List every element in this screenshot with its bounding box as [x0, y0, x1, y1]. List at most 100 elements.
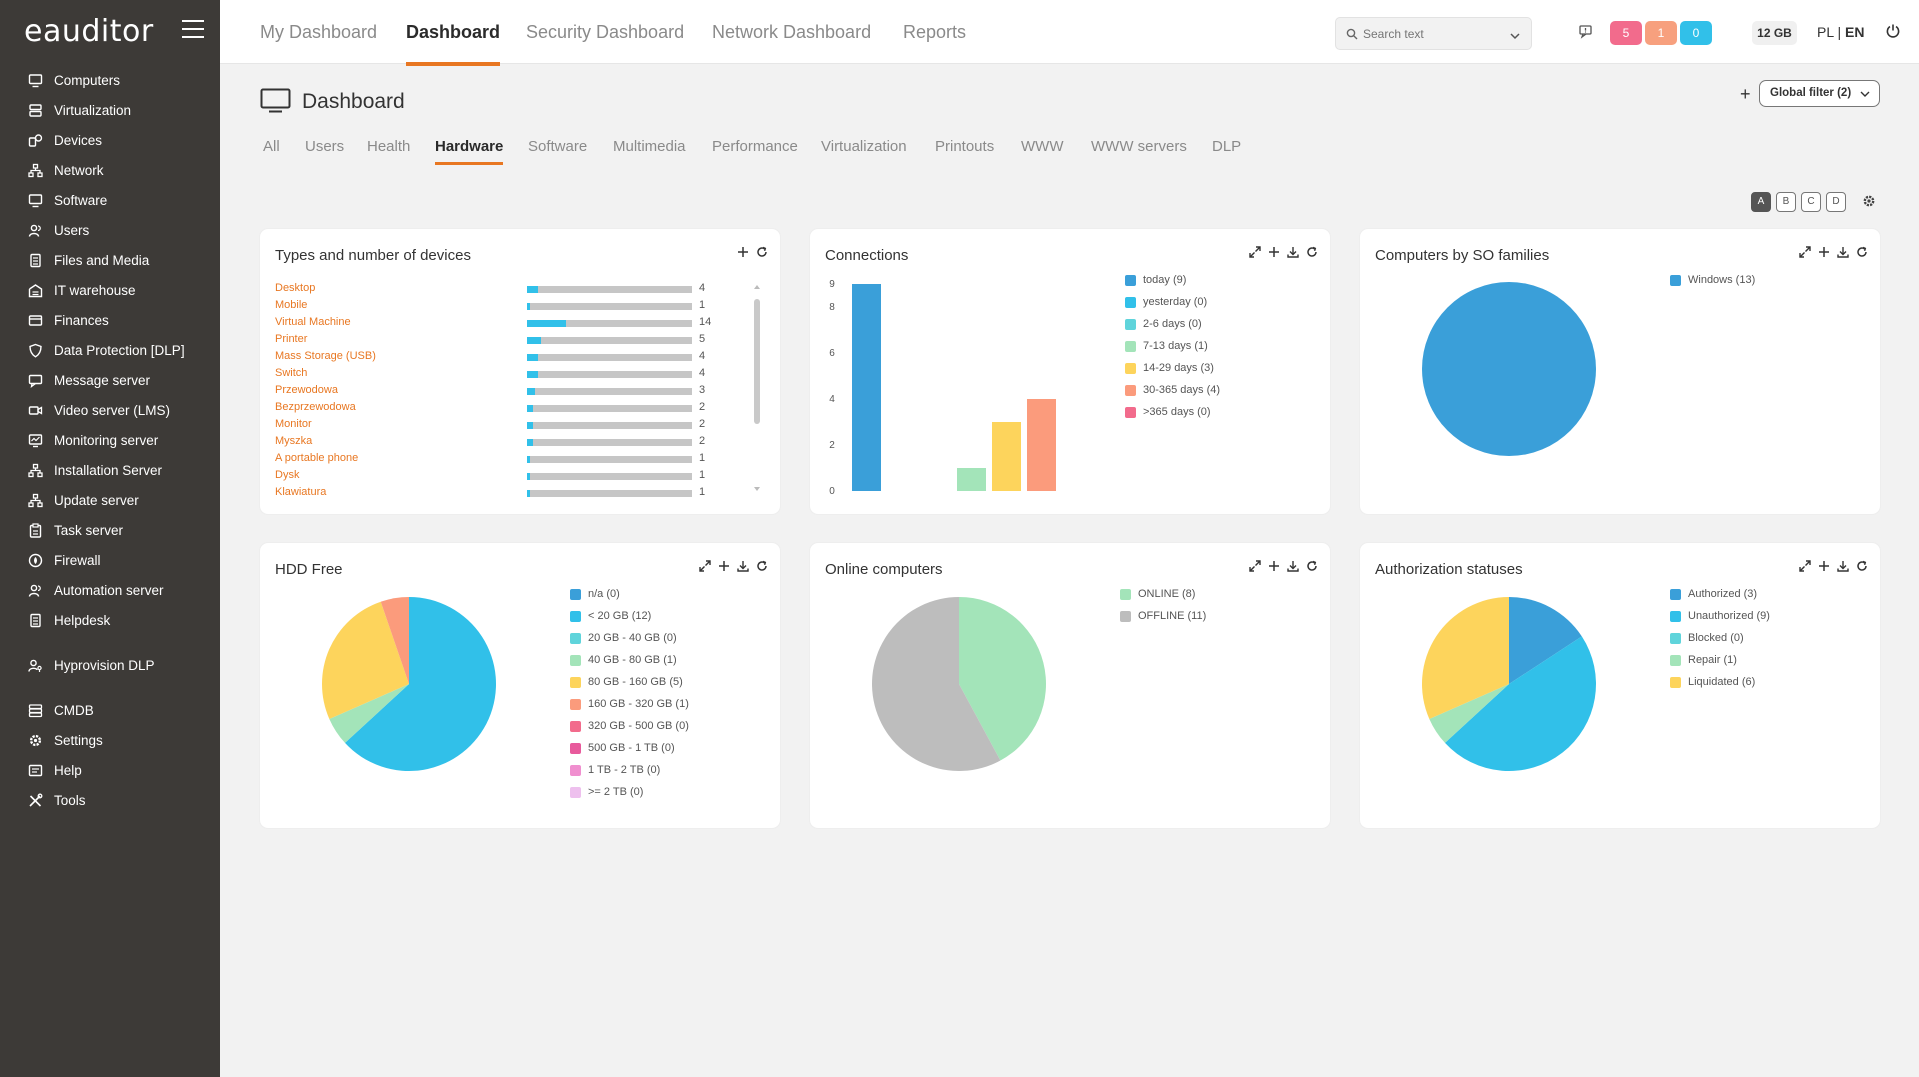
- bar[interactable]: [992, 422, 1021, 491]
- legend-item[interactable]: 80 GB - 160 GB (5): [570, 671, 689, 693]
- subtab-printouts[interactable]: Printouts: [935, 138, 995, 155]
- hamburger-menu-icon[interactable]: [182, 20, 204, 38]
- legend-item[interactable]: 2-6 days (0): [1125, 313, 1220, 335]
- sidebar-item-message-server[interactable]: Message server: [0, 365, 220, 395]
- device-type-link[interactable]: Monitor: [275, 418, 312, 430]
- device-type-link[interactable]: Klawiatura: [275, 486, 327, 498]
- download-icon[interactable]: [1286, 245, 1299, 258]
- legend-item[interactable]: 1 TB - 2 TB (0): [570, 759, 689, 781]
- pie-slice[interactable]: [959, 597, 1046, 761]
- legend-item[interactable]: 7-13 days (1): [1125, 335, 1220, 357]
- pie-slice[interactable]: [872, 597, 1001, 771]
- sidebar-item-users[interactable]: Users: [0, 215, 220, 245]
- bar[interactable]: [1027, 399, 1056, 491]
- sidebar-item-firewall[interactable]: Firewall: [0, 545, 220, 575]
- sidebar-item-it-warehouse[interactable]: IT warehouse: [0, 275, 220, 305]
- pie-slice[interactable]: [1429, 684, 1509, 743]
- plus-icon[interactable]: [1267, 559, 1280, 572]
- legend-item[interactable]: Blocked (0): [1670, 627, 1770, 649]
- sidebar-item-monitoring-server[interactable]: Monitoring server: [0, 425, 220, 455]
- subtab-virtualization[interactable]: Virtualization: [821, 138, 907, 155]
- subtab-dlp[interactable]: DLP: [1212, 138, 1242, 155]
- download-icon[interactable]: [1836, 559, 1849, 572]
- pie-slice[interactable]: [329, 684, 409, 743]
- refresh-icon[interactable]: [755, 559, 768, 572]
- alert-badge-blue[interactable]: 0: [1680, 21, 1712, 45]
- device-type-link[interactable]: Mobile: [275, 299, 308, 311]
- refresh-icon[interactable]: [1855, 559, 1868, 572]
- subtab-performance[interactable]: Performance: [712, 138, 798, 155]
- device-type-link[interactable]: Dysk: [275, 469, 300, 481]
- legend-item[interactable]: today (9): [1125, 269, 1220, 291]
- pie-slice[interactable]: [1422, 597, 1509, 719]
- device-type-link[interactable]: A portable phone: [275, 452, 359, 464]
- top-tab-my-dashboard[interactable]: My Dashboard: [260, 22, 378, 42]
- legend-item[interactable]: 20 GB - 40 GB (0): [570, 627, 689, 649]
- legend-item[interactable]: 500 GB - 1 TB (0): [570, 737, 689, 759]
- subtab-users[interactable]: Users: [305, 138, 345, 155]
- download-icon[interactable]: [1286, 559, 1299, 572]
- legend-item[interactable]: 40 GB - 80 GB (1): [570, 649, 689, 671]
- legend-item[interactable]: >365 days (0): [1125, 401, 1220, 423]
- pie-slice[interactable]: [322, 601, 409, 719]
- subtab-hardware[interactable]: Hardware: [435, 138, 504, 166]
- plus-icon[interactable]: [736, 245, 749, 258]
- subtab-multimedia[interactable]: Multimedia: [613, 138, 686, 155]
- pie-slice[interactable]: [1422, 282, 1596, 456]
- sidebar-item-files-and-media[interactable]: Files and Media: [0, 245, 220, 275]
- sidebar-item-help[interactable]: Help: [0, 755, 220, 785]
- bar[interactable]: [957, 468, 986, 491]
- sidebar-item-update-server[interactable]: Update server: [0, 485, 220, 515]
- top-tab-dashboard[interactable]: Dashboard: [406, 0, 501, 66]
- chevron-down-icon[interactable]: [1509, 28, 1521, 46]
- global-filter-button[interactable]: Global filter (2): [1759, 80, 1880, 107]
- expand-icon[interactable]: [1248, 245, 1261, 258]
- lang-en[interactable]: EN: [1845, 24, 1865, 40]
- sidebar-item-finances[interactable]: Finances: [0, 305, 220, 335]
- search-input[interactable]: [1363, 24, 1503, 44]
- layout-c-button[interactable]: C: [1801, 192, 1821, 212]
- sidebar-item-cmdb[interactable]: CMDB: [0, 695, 220, 725]
- expand-icon[interactable]: [1248, 559, 1261, 572]
- top-tab-network-dashboard[interactable]: Network Dashboard: [712, 22, 872, 42]
- plus-icon[interactable]: [1267, 245, 1280, 258]
- download-icon[interactable]: [736, 559, 749, 572]
- sidebar-item-helpdesk[interactable]: Helpdesk: [0, 605, 220, 635]
- app-logo[interactable]: eauditor: [24, 14, 154, 49]
- legend-item[interactable]: >= 2 TB (0): [570, 781, 689, 803]
- legend-item[interactable]: Unauthorized (9): [1670, 605, 1770, 627]
- refresh-icon[interactable]: [1855, 245, 1868, 258]
- expand-icon[interactable]: [1798, 245, 1811, 258]
- sidebar-item-computers[interactable]: Computers: [0, 65, 220, 95]
- add-widget-icon[interactable]: +: [1740, 84, 1751, 104]
- subtab-www[interactable]: WWW: [1021, 138, 1064, 155]
- expand-icon[interactable]: [1798, 559, 1811, 572]
- pie-slice[interactable]: [1509, 597, 1582, 684]
- sidebar-item-network[interactable]: Network: [0, 155, 220, 185]
- expand-icon[interactable]: [698, 559, 711, 572]
- power-icon[interactable]: [1885, 23, 1901, 44]
- sidebar-item-hyprovision-dlp[interactable]: Hyprovision DLP: [0, 650, 220, 680]
- plus-icon[interactable]: [717, 559, 730, 572]
- refresh-icon[interactable]: [1305, 245, 1318, 258]
- legend-item[interactable]: ONLINE (8): [1120, 583, 1206, 605]
- legend-item[interactable]: < 20 GB (12): [570, 605, 689, 627]
- legend-item[interactable]: OFFLINE (11): [1120, 605, 1206, 627]
- device-type-link[interactable]: Virtual Machine: [275, 316, 351, 328]
- sidebar-item-software[interactable]: Software: [0, 185, 220, 215]
- sidebar-item-virtualization[interactable]: Virtualization: [0, 95, 220, 125]
- message-icon[interactable]: [1578, 24, 1593, 44]
- legend-item[interactable]: n/a (0): [570, 583, 689, 605]
- gear-icon[interactable]: [1862, 194, 1876, 213]
- sidebar-item-video-server-lms[interactable]: Video server (LMS): [0, 395, 220, 425]
- device-type-link[interactable]: Printer: [275, 333, 308, 345]
- device-type-link[interactable]: Bezprzewodowa: [275, 401, 356, 413]
- device-type-link[interactable]: Desktop: [275, 282, 316, 294]
- alert-badge-orange[interactable]: 1: [1645, 21, 1677, 45]
- top-tab-reports[interactable]: Reports: [903, 22, 967, 42]
- legend-item[interactable]: 30-365 days (4): [1125, 379, 1220, 401]
- sidebar-item-task-server[interactable]: Task server: [0, 515, 220, 545]
- sidebar-item-installation-server[interactable]: Installation Server: [0, 455, 220, 485]
- top-tab-security-dashboard[interactable]: Security Dashboard: [526, 22, 685, 42]
- subtab-software[interactable]: Software: [528, 138, 588, 155]
